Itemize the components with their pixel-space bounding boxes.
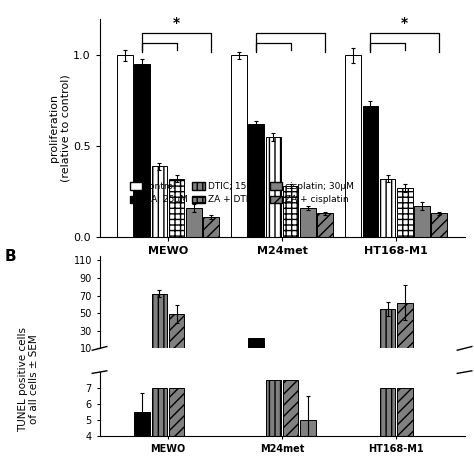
Bar — [397, 388, 412, 474]
Bar — [317, 213, 333, 237]
Text: B: B — [5, 249, 17, 264]
Bar — [169, 314, 184, 357]
Text: *: * — [173, 16, 180, 30]
Bar — [169, 388, 184, 474]
Bar — [169, 179, 184, 237]
Bar — [283, 380, 299, 474]
Text: *: * — [401, 16, 408, 30]
Bar — [300, 420, 316, 474]
Bar — [248, 124, 264, 237]
Y-axis label: proliferation
(relative to control): proliferation (relative to control) — [48, 74, 70, 182]
Bar — [265, 137, 282, 237]
Bar — [135, 412, 150, 474]
Bar — [363, 106, 378, 237]
Bar — [118, 55, 133, 237]
Text: TUNEL positive cells
of all cells ± SEM: TUNEL positive cells of all cells ± SEM — [18, 327, 39, 432]
Bar — [380, 388, 395, 474]
Bar — [152, 294, 167, 357]
Legend: control, ZA; 25μM, DTIC; 150μM, ZA + DTIC, cisplatin; 30μM, ZA + cisplatin: control, ZA; 25μM, DTIC; 150μM, ZA + DTI… — [129, 182, 354, 204]
Bar — [431, 213, 447, 237]
Bar — [414, 206, 429, 237]
Bar — [135, 64, 150, 237]
Bar — [346, 55, 361, 237]
Bar — [283, 186, 299, 237]
Bar — [300, 208, 316, 237]
Bar — [203, 217, 219, 237]
Bar — [248, 338, 264, 357]
Bar — [380, 179, 395, 237]
Bar — [397, 188, 412, 237]
Bar — [231, 55, 247, 237]
Bar — [152, 388, 167, 474]
Bar — [380, 309, 395, 357]
Bar — [152, 166, 167, 237]
Bar — [265, 380, 282, 474]
Bar — [397, 302, 412, 357]
Bar — [186, 208, 201, 237]
